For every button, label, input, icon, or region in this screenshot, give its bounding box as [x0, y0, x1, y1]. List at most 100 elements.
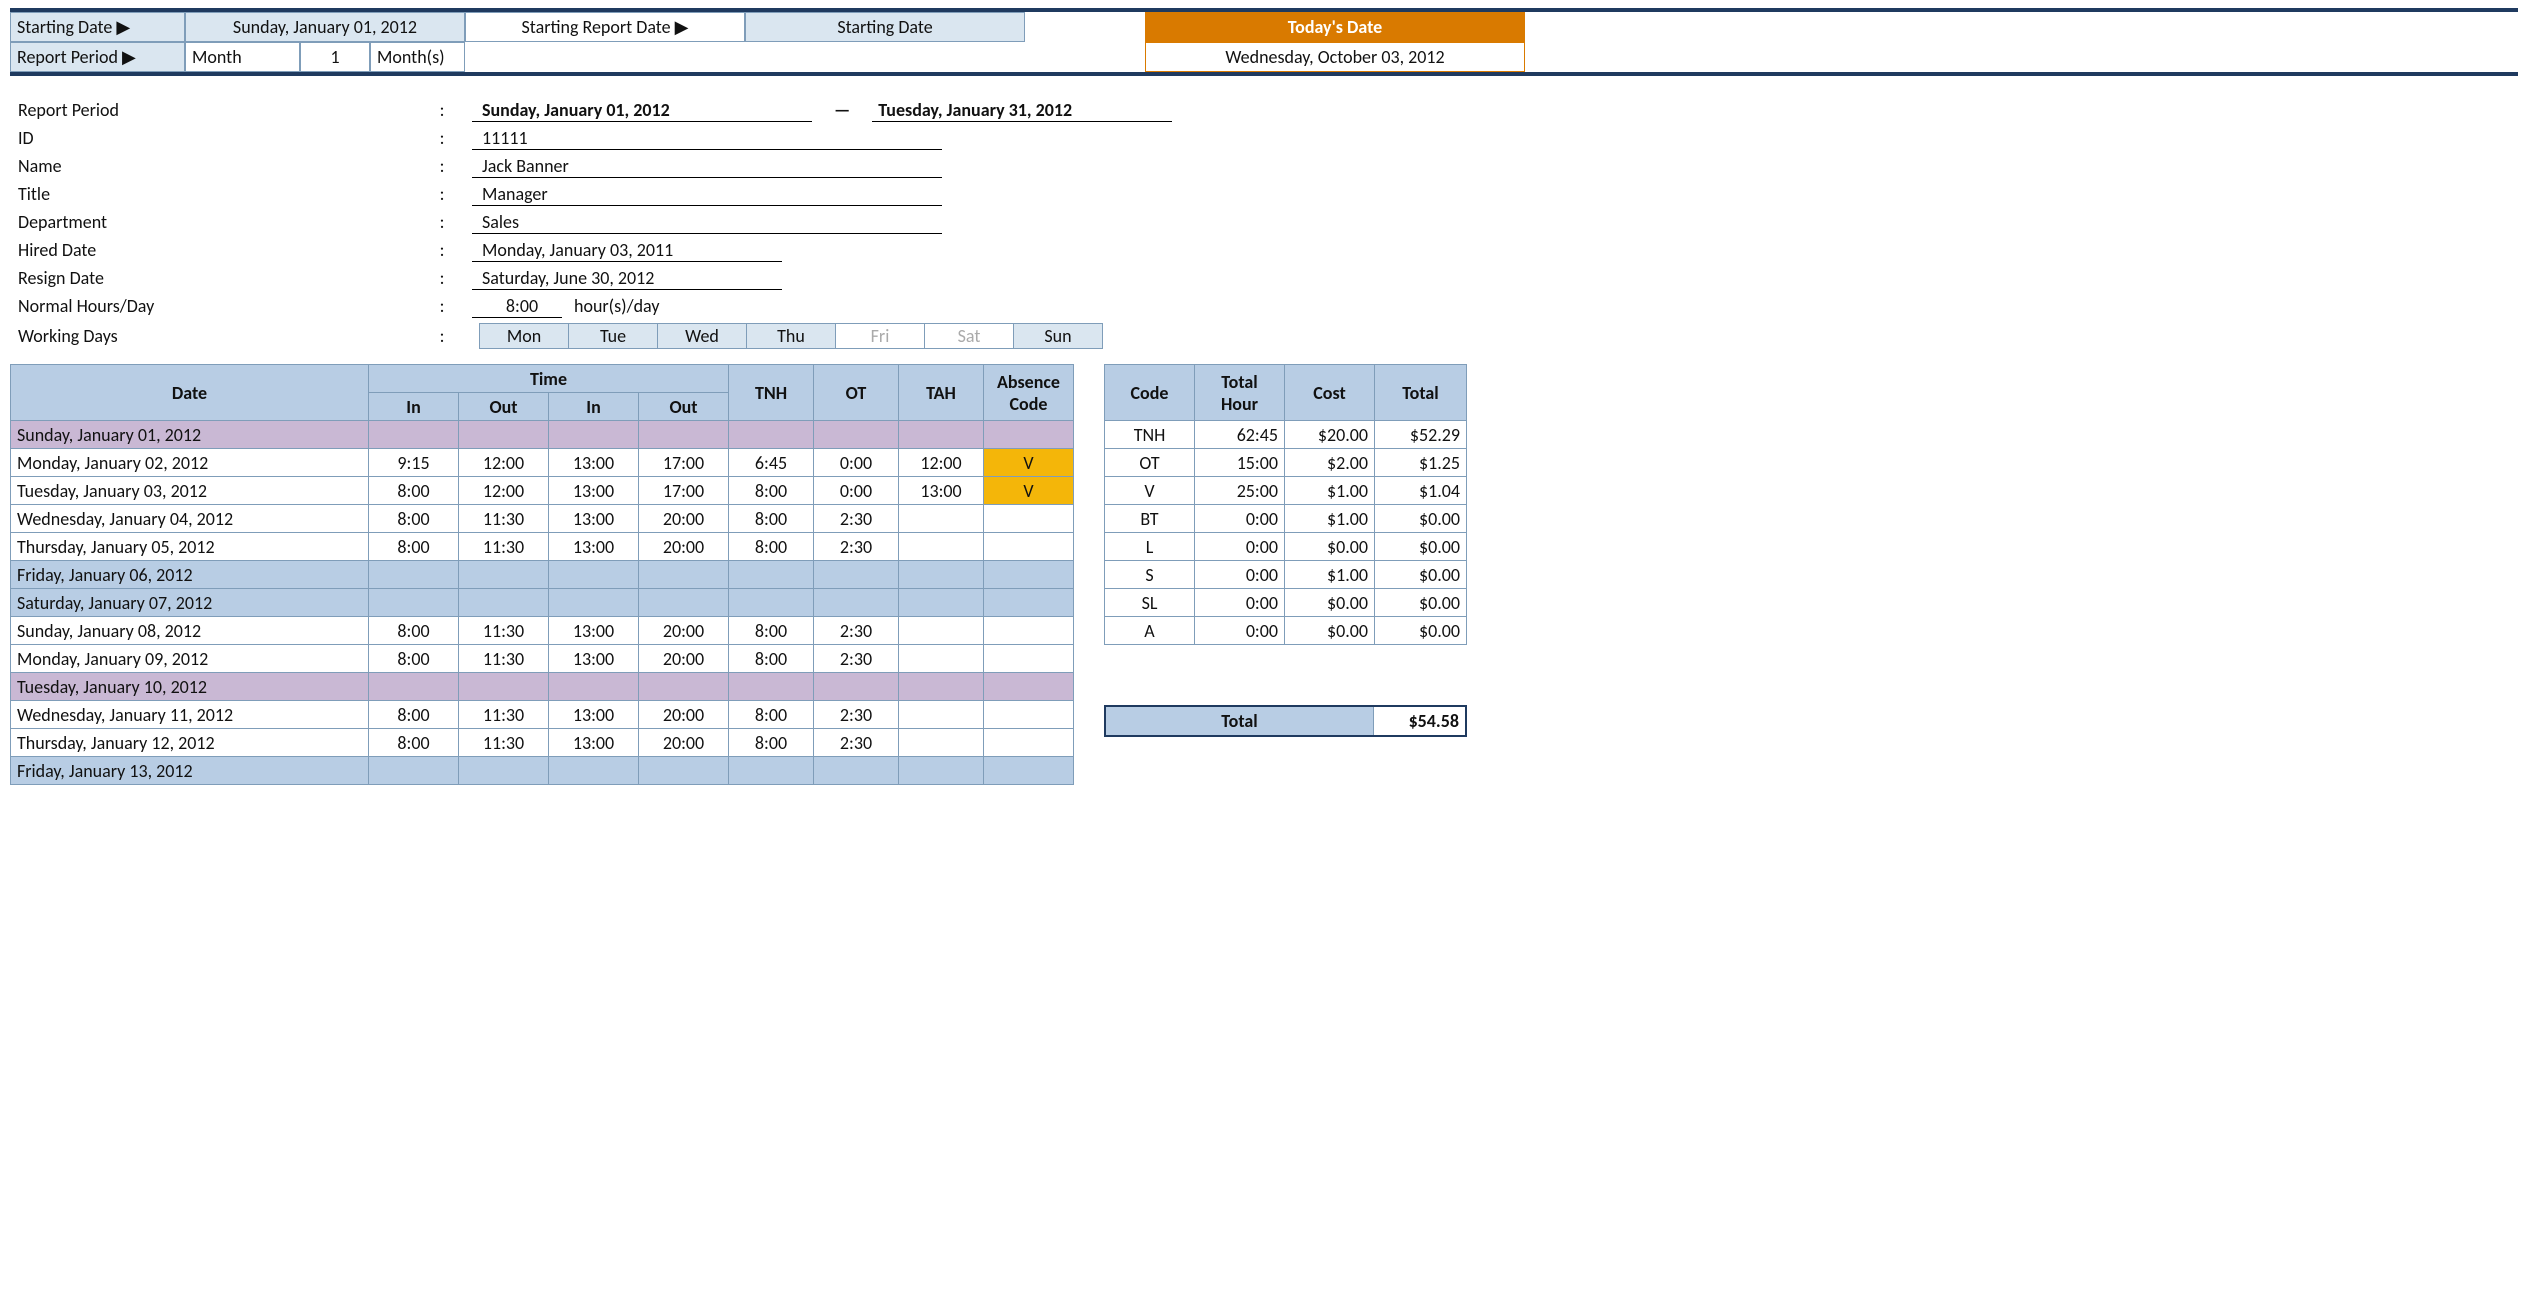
cell[interactable]: 13:00 — [549, 701, 639, 729]
cell[interactable]: 12:00 — [459, 477, 549, 505]
cell[interactable] — [899, 757, 984, 785]
cell[interactable] — [639, 589, 729, 617]
cell[interactable]: 13:00 — [549, 477, 639, 505]
absence-cell[interactable] — [984, 729, 1074, 757]
cell[interactable] — [729, 561, 814, 589]
cell[interactable]: 8:00 — [369, 617, 459, 645]
cell[interactable]: 2:30 — [814, 505, 899, 533]
cell[interactable] — [814, 673, 899, 701]
cell[interactable]: Friday, January 06, 2012 — [11, 561, 369, 589]
cell[interactable]: 8:00 — [729, 729, 814, 757]
cell[interactable]: 8:00 — [729, 617, 814, 645]
report-period-type[interactable]: Month — [185, 42, 300, 72]
cell[interactable]: Wednesday, January 11, 2012 — [11, 701, 369, 729]
cell[interactable]: 20:00 — [639, 701, 729, 729]
cell[interactable]: Wednesday, January 04, 2012 — [11, 505, 369, 533]
cell[interactable]: 8:00 — [729, 645, 814, 673]
cell[interactable]: 20:00 — [639, 617, 729, 645]
cell[interactable] — [369, 561, 459, 589]
cell[interactable] — [814, 561, 899, 589]
cell[interactable] — [814, 589, 899, 617]
cell[interactable]: 11:30 — [459, 645, 549, 673]
cell[interactable]: 13:00 — [549, 729, 639, 757]
cell[interactable] — [369, 589, 459, 617]
absence-cell[interactable] — [984, 757, 1074, 785]
cell[interactable] — [899, 589, 984, 617]
absence-cell[interactable]: V — [984, 477, 1074, 505]
working-day-fri[interactable]: Fri — [835, 323, 925, 349]
working-day-tue[interactable]: Tue — [568, 323, 658, 349]
absence-cell[interactable] — [984, 645, 1074, 673]
cell[interactable]: 13:00 — [899, 477, 984, 505]
cell[interactable]: 8:00 — [729, 533, 814, 561]
cell[interactable] — [899, 561, 984, 589]
absence-cell[interactable] — [984, 673, 1074, 701]
cell[interactable] — [729, 673, 814, 701]
cell[interactable]: 8:00 — [369, 477, 459, 505]
cell[interactable] — [369, 673, 459, 701]
cell[interactable] — [459, 589, 549, 617]
working-day-thu[interactable]: Thu — [746, 323, 836, 349]
starting-date-value[interactable]: Sunday, January 01, 2012 — [185, 12, 465, 42]
cell[interactable] — [549, 673, 639, 701]
cell[interactable]: 11:30 — [459, 701, 549, 729]
cell[interactable]: 2:30 — [814, 617, 899, 645]
absence-cell[interactable] — [984, 505, 1074, 533]
cell[interactable]: 6:45 — [729, 449, 814, 477]
cell[interactable]: 9:15 — [369, 449, 459, 477]
cell[interactable]: Tuesday, January 03, 2012 — [11, 477, 369, 505]
absence-cell[interactable] — [984, 617, 1074, 645]
cell[interactable]: 8:00 — [729, 477, 814, 505]
cell[interactable]: 20:00 — [639, 645, 729, 673]
cell[interactable] — [549, 589, 639, 617]
cell[interactable] — [639, 757, 729, 785]
working-day-sat[interactable]: Sat — [924, 323, 1014, 349]
working-day-sun[interactable]: Sun — [1013, 323, 1103, 349]
cell[interactable] — [729, 757, 814, 785]
cell[interactable]: 13:00 — [549, 617, 639, 645]
cell[interactable]: 17:00 — [639, 477, 729, 505]
cell[interactable]: 12:00 — [459, 449, 549, 477]
cell[interactable]: 13:00 — [549, 505, 639, 533]
cell[interactable] — [639, 673, 729, 701]
cell[interactable] — [899, 701, 984, 729]
cell[interactable]: 20:00 — [639, 729, 729, 757]
cell[interactable] — [899, 617, 984, 645]
cell[interactable]: 13:00 — [549, 449, 639, 477]
cell[interactable]: 11:30 — [459, 617, 549, 645]
cell[interactable]: Monday, January 02, 2012 — [11, 449, 369, 477]
cell[interactable]: 8:00 — [369, 505, 459, 533]
cell[interactable] — [729, 421, 814, 449]
cell[interactable] — [814, 757, 899, 785]
cell[interactable]: 8:00 — [369, 701, 459, 729]
cell[interactable] — [549, 561, 639, 589]
cell[interactable] — [899, 729, 984, 757]
cell[interactable]: Monday, January 09, 2012 — [11, 645, 369, 673]
cell[interactable]: 12:00 — [899, 449, 984, 477]
cell[interactable]: 20:00 — [639, 533, 729, 561]
cell[interactable] — [729, 589, 814, 617]
absence-cell[interactable] — [984, 533, 1074, 561]
cell[interactable]: 2:30 — [814, 701, 899, 729]
absence-cell[interactable] — [984, 421, 1074, 449]
cell[interactable]: 11:30 — [459, 505, 549, 533]
cell[interactable] — [899, 505, 984, 533]
cell[interactable]: Thursday, January 12, 2012 — [11, 729, 369, 757]
cell[interactable]: 11:30 — [459, 533, 549, 561]
absence-cell[interactable] — [984, 589, 1074, 617]
cell[interactable]: Saturday, January 07, 2012 — [11, 589, 369, 617]
cell[interactable]: 2:30 — [814, 645, 899, 673]
cell[interactable]: Sunday, January 08, 2012 — [11, 617, 369, 645]
cell[interactable] — [549, 757, 639, 785]
cell[interactable]: 17:00 — [639, 449, 729, 477]
cell[interactable] — [369, 421, 459, 449]
cell[interactable]: 8:00 — [729, 505, 814, 533]
cell[interactable] — [459, 421, 549, 449]
cell[interactable]: Thursday, January 05, 2012 — [11, 533, 369, 561]
cell[interactable]: 8:00 — [369, 533, 459, 561]
cell[interactable]: Tuesday, January 10, 2012 — [11, 673, 369, 701]
cell[interactable]: 8:00 — [369, 729, 459, 757]
cell[interactable] — [639, 561, 729, 589]
cell[interactable]: 2:30 — [814, 729, 899, 757]
absence-cell[interactable]: V — [984, 449, 1074, 477]
